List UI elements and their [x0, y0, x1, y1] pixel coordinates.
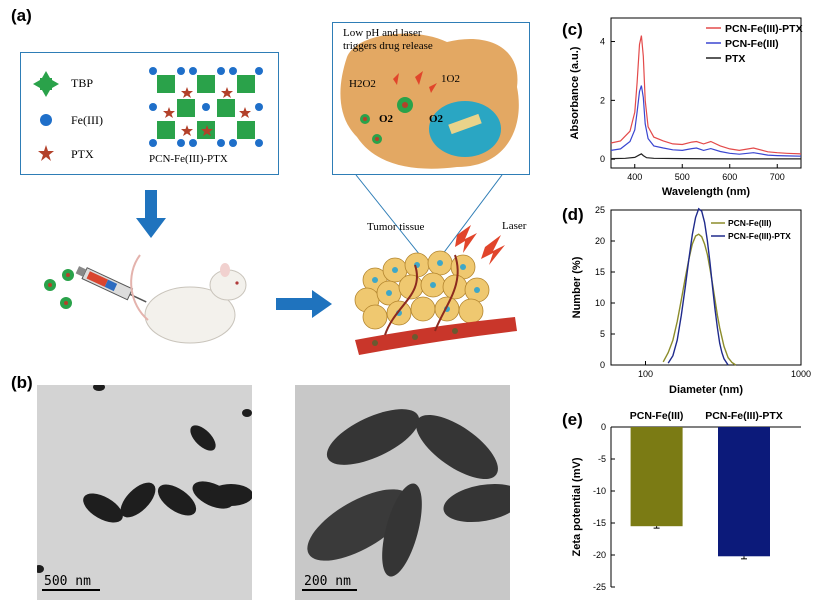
category-label: PCN-Fe(III)-PTX: [705, 410, 783, 422]
singlet-oxygen-label: 1O2: [441, 73, 460, 85]
tem-image-right: 200 nm: [295, 385, 510, 600]
tbp-legend-icon: [33, 71, 59, 97]
x-tick-label: 500: [675, 172, 690, 182]
plot-frame: [610, 17, 802, 169]
x-axis-label: Wavelength (nm): [662, 186, 751, 198]
ptx-legend-icon: [38, 145, 54, 161]
legend-label: PCN-Fe(III): [728, 218, 772, 228]
legend-fe-label: Fe(III): [71, 113, 103, 127]
y-tick-label: 4: [600, 37, 605, 47]
release-title-line2: triggers drug release: [343, 40, 433, 52]
tem-left-scale-label: 500 nm: [44, 574, 91, 589]
y-tick-label: -10: [593, 486, 606, 496]
y-tick-label: 20: [595, 236, 605, 246]
mof-structure-box: TBP Fe(III) PTX PCN-Fe(III)-PTX: [20, 52, 279, 175]
y-axis-label: Number (%): [571, 256, 583, 318]
y-tick-label: 25: [595, 205, 605, 215]
legend-label: PCN-Fe(III)-PTX: [728, 231, 791, 241]
x-tick-label: 1000: [791, 369, 811, 379]
size-distribution-chart: 100 1000 0 5 10 15 20 25 Diameter (nm) Number (%)…: [571, 205, 811, 396]
o2-right-label: O2: [429, 113, 444, 125]
x-tick-label: 400: [627, 172, 642, 182]
x-tick-label: 100: [638, 369, 653, 379]
y-axis-label: Absorbance (a.u.): [569, 46, 581, 139]
right-arrow-icon: [276, 290, 332, 318]
mof-label: PCN-Fe(III)-PTX: [149, 153, 228, 165]
mof-lattice-illustration: [149, 67, 263, 147]
y-tick-label: 15: [595, 267, 605, 277]
y-tick-label: -20: [593, 550, 606, 560]
tem-left-particles: [37, 385, 252, 591]
fe-legend-icon: [40, 114, 52, 126]
laser-label: Laser: [502, 220, 527, 232]
release-title-line1: Low pH and laser: [343, 27, 422, 39]
bar: [718, 427, 770, 557]
y-tick-label: -25: [593, 582, 606, 592]
legend-label: PTX: [725, 53, 745, 65]
tem-right-particles: [302, 409, 510, 591]
series-line: [610, 85, 802, 157]
plot-frame: [610, 209, 802, 366]
x-tick-label: 700: [770, 172, 785, 182]
bar: [630, 427, 683, 527]
series-line: [667, 207, 729, 366]
zoom-lines: [355, 175, 503, 256]
panel-label-a: (a): [11, 6, 32, 25]
panel-label-b: (b): [11, 373, 33, 392]
y-tick-label: 0: [601, 422, 606, 432]
tem-right-scale-label: 200 nm: [304, 574, 351, 589]
y-axis-label: Zeta potential (mV): [571, 457, 583, 556]
zeta-potential-chart: 0 -5 -10 -15 -20 -25 Zeta potential (mV) PCN-Fe…: [571, 410, 801, 592]
y-tick-label: 0: [600, 360, 605, 370]
tem-image-left: 500 nm: [37, 385, 252, 600]
panel-label-e: (e): [562, 410, 583, 429]
tumor-tissue-label: Tumor tissue: [367, 221, 425, 233]
down-arrow-icon: [136, 190, 166, 238]
y-tick-label: 10: [595, 298, 605, 308]
legend-label: PCN-Fe(III)-PTX: [725, 23, 803, 35]
legend-label: PCN-Fe(III): [725, 38, 779, 50]
panel-label-d: (d): [562, 205, 584, 224]
y-tick-label: 2: [600, 95, 605, 105]
category-label: PCN-Fe(III): [630, 410, 684, 422]
x-tick-label: 600: [722, 172, 737, 182]
mouse-injection-illustration: [44, 254, 247, 344]
y-tick-label: 0: [600, 154, 605, 164]
tumor-cell-illustration: [340, 33, 519, 169]
legend-tbp-label: TBP: [71, 76, 94, 90]
tumor-tissue-illustration: [354, 225, 517, 355]
absorbance-chart: 400 500 600 700 0 2 4 Wavelength (nm) Absorbance…: [569, 17, 803, 198]
legend-ptx-label: PTX: [71, 147, 94, 161]
y-tick-label: 5: [600, 329, 605, 339]
y-tick-label: -15: [593, 518, 606, 528]
x-axis-label: Diameter (nm): [669, 384, 743, 396]
y-tick-label: -5: [598, 454, 606, 464]
series-line: [610, 35, 802, 155]
series-line: [662, 233, 737, 366]
o2-left-label: O2: [379, 113, 394, 125]
h2o2-label: H2O2: [349, 78, 376, 90]
series-line: [610, 153, 801, 160]
drug-release-box: Low pH and laser triggers drug release H…: [332, 22, 530, 175]
panel-label-c: (c): [562, 20, 583, 39]
